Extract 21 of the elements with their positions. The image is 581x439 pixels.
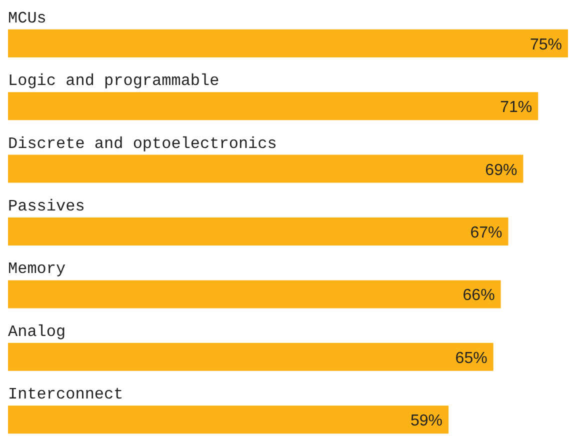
data-label: 71%: [500, 99, 532, 116]
bar: [8, 280, 501, 308]
bar: [8, 406, 449, 434]
y-tick-label: Interconnect: [8, 386, 124, 404]
y-tick-label: Analog: [8, 322, 66, 341]
y-tick-label: Memory: [8, 260, 66, 278]
bar: [8, 29, 568, 58]
y-tick-label: Discrete and optoelectronics: [8, 134, 277, 153]
y-tick-label: Passives: [8, 198, 85, 216]
y-tick-label: MCUs: [8, 9, 46, 28]
y-tick-label: Logic and programmable: [8, 72, 220, 90]
data-label: 59%: [410, 412, 443, 430]
data-label: 66%: [462, 287, 495, 304]
data-label: 65%: [455, 350, 488, 367]
bar: [8, 92, 538, 120]
data-label: 67%: [470, 224, 502, 242]
bar: [8, 342, 494, 371]
bar: [8, 154, 524, 183]
data-label: 69%: [485, 162, 518, 179]
bar: [8, 218, 508, 246]
data-label: 75%: [530, 36, 562, 54]
